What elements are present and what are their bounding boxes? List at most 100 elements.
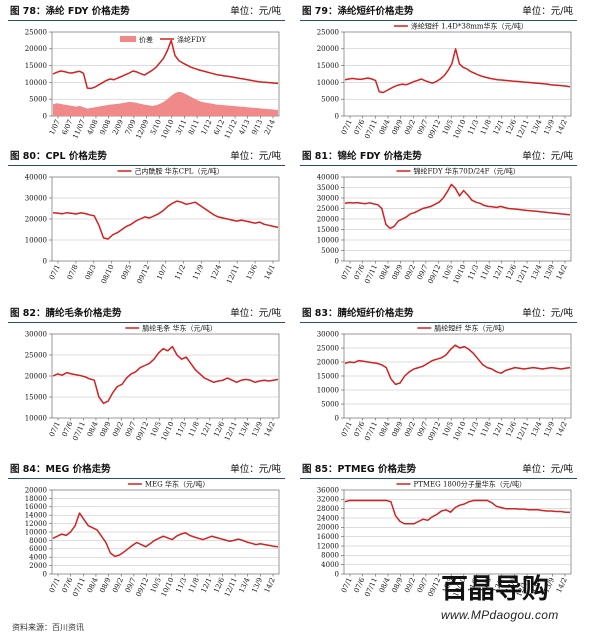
x-tick-label: 11/8: [479, 118, 493, 136]
x-tick-label: 1/07: [48, 118, 62, 136]
panel-unit: 单位：元/吨: [522, 464, 573, 475]
x-tick-label: 08/9: [99, 576, 113, 594]
y-tick-label: 25000: [25, 28, 47, 36]
chart-svg: 050001000015000200002500007/107/607/1108…: [317, 22, 572, 140]
x-tick-label: 9/08: [99, 118, 113, 136]
legend-label: 涤纶短纤 1.4D*38mm华东（元/吨）: [411, 22, 528, 31]
y-tick-label: 30000: [25, 194, 47, 202]
title-rule: [300, 478, 577, 479]
y-tick-label: 20000: [25, 215, 47, 223]
y-tick-label: 15000: [25, 393, 47, 401]
chart-svg: 05000100001500020000250003000007/107/607…: [317, 324, 572, 442]
y-tick-label: 6000: [29, 545, 47, 553]
chart-area: 0 2000 4000 6000 8000 10000 12000 14000 16000 180…: [8, 480, 285, 607]
x-tick-label: 09/2: [403, 576, 417, 594]
x-tick-label: 09/2: [403, 263, 417, 281]
y-tick-label: 14000: [25, 512, 47, 520]
y-tick-label: 4000: [321, 561, 339, 569]
y-tick-label: 25000: [25, 351, 47, 359]
chart-area: 0 5000 10000 15000 20000 25000 07/1 07/6 07/11 08…: [300, 22, 577, 149]
x-tick-label: 8/11: [187, 118, 201, 136]
x-tick-label: 11/3: [174, 576, 188, 594]
y-tick-label: 20000: [317, 358, 339, 366]
x-tick-label: 09/2: [403, 420, 417, 438]
legend-label: 涤纶FDY: [177, 35, 206, 44]
x-tick-label: 14/2: [263, 420, 277, 438]
y-tick-label: 2000: [29, 562, 47, 570]
y-tick-label: 30000: [317, 194, 339, 202]
y-tick-label: 18000: [25, 495, 47, 503]
y-tick-label: 12000: [317, 542, 339, 550]
x-tick-label: 14/2: [555, 118, 569, 136]
series-area-spread: [53, 91, 278, 116]
x-tick-label: 12/4: [209, 263, 223, 281]
chart-panel-fdy: 图 78：涤纶 FDY 价格走势 单位：元/吨 0 5000 10000 15000 20…: [8, 4, 285, 149]
y-tick-label: 5000: [321, 96, 339, 104]
x-tick-label: 07/1: [340, 263, 354, 281]
title-rule: [300, 20, 577, 21]
x-tick-label: 09/2: [111, 420, 125, 438]
y-tick-label: 15000: [317, 62, 339, 70]
plot-frame: [343, 31, 572, 117]
x-tick-label: 11/3: [466, 118, 480, 136]
x-tick-label: 3/11: [174, 118, 188, 136]
panel-title: 图 81：锦纶 FDY 价格走势: [302, 151, 422, 162]
panel-title: 图 85：PTMEG 价格走势: [302, 464, 417, 475]
y-tick-label: 15000: [317, 372, 339, 380]
x-tick-label: 2/14: [263, 118, 277, 136]
x-tick-label: 12/1: [200, 576, 214, 594]
y-tick-label: 16000: [25, 503, 47, 511]
x-tick-label: 08/3: [84, 263, 98, 281]
x-tick-label: 11/3: [174, 420, 188, 438]
watermark-logo: 百晶导购: [441, 574, 549, 604]
x-tick-label: 9/13: [250, 118, 264, 136]
x-tick-label: 09/2: [403, 118, 417, 136]
chart-area: 0 10000 20000 30000 40000 07/1 07/8 08/3 08/10 09…: [8, 167, 285, 294]
x-tick-label: 07/1: [340, 420, 354, 438]
x-tick-label: 14/2: [263, 576, 277, 594]
y-tick-label: 15000: [25, 62, 47, 70]
y-tick-label: 5000: [29, 96, 47, 104]
panel-title: 图 80：CPL 价格走势: [10, 151, 107, 162]
y-tick-label: 24000: [317, 514, 339, 522]
chart-panel-meg: 图 84：MEG 价格走势 单位：元/吨 0 2000 4000 6000 8000 100…: [8, 462, 285, 607]
x-tick-label: 4/08: [86, 118, 100, 136]
x-tick-label: 11/8: [187, 420, 201, 438]
chart-area: 10000 15000 20000 25000 30000 07/1 07/6 07/11 08…: [8, 324, 285, 451]
legend-label: 腈纶短纤 华东（元/吨）: [434, 324, 509, 333]
x-tick-label: 4/13: [238, 118, 252, 136]
panel-unit: 单位：元/吨: [522, 308, 573, 319]
title-rule: [8, 322, 285, 323]
x-tick-label: 07/1: [340, 576, 354, 594]
chart-panel-cpl: 图 80：CPL 价格走势 单位：元/吨 0 10000 20000 30000 4000…: [8, 149, 285, 294]
x-tick-label: 13/9: [542, 118, 556, 136]
chart-panel-acrylic-staple: 图 83：腈纶短纤价格走势 单位：元/吨 0 5000 10000 15000 20000…: [300, 306, 577, 451]
x-tick-label: 11/2: [173, 263, 187, 281]
x-tick-label: 12/1: [200, 420, 214, 438]
series-line: [344, 499, 570, 525]
y-tick-label: 4000: [29, 554, 47, 562]
y-tick-label: 0: [43, 257, 47, 265]
y-tick-label: 25000: [317, 205, 339, 213]
title-rule: [300, 322, 577, 323]
y-tick-label: 0: [335, 414, 339, 422]
x-tick-label: 09/12: [136, 263, 152, 285]
y-tick-label: 25000: [317, 28, 339, 36]
y-tick-label: 10000: [25, 236, 47, 244]
x-tick-label: 11/9: [191, 263, 205, 281]
x-tick-label: 11/8: [187, 576, 201, 594]
legend-label: PTMEG 1800分子量华东（元/吨）: [414, 480, 527, 489]
watermark: 百晶导购 www.MPdaogou.com: [439, 570, 589, 630]
x-tick-label: 09/5: [120, 263, 134, 281]
y-tick-label: 10000: [317, 386, 339, 394]
y-tick-label: 36000: [317, 486, 339, 494]
series-line: [52, 200, 279, 240]
y-tick-label: 40000: [25, 173, 47, 181]
panel-title: 图 84：MEG 价格走势: [10, 464, 111, 475]
y-tick-label: 30000: [317, 330, 339, 338]
panel-unit: 单位：元/吨: [522, 151, 573, 162]
chart-panel-acrylic-top: 图 82：腈纶毛条价格走势 单位：元/吨 10000 15000 20000 25000…: [8, 306, 285, 451]
x-tick-label: 14/2: [555, 263, 569, 281]
y-tick-label: 5000: [321, 247, 339, 255]
